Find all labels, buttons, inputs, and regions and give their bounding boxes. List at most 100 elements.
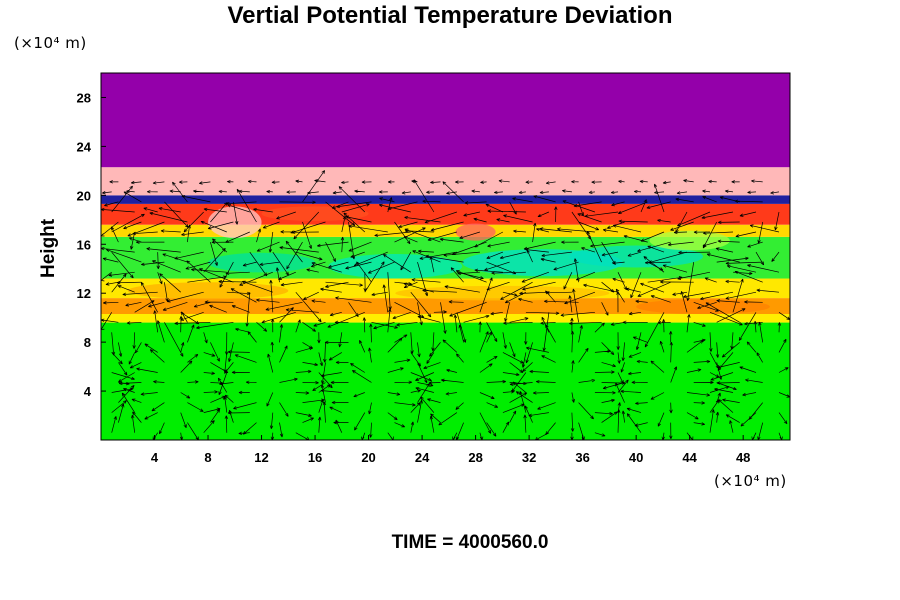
wind-arrow	[180, 360, 193, 373]
wind-arrow	[617, 201, 648, 214]
wind-arrow	[219, 261, 234, 288]
wind-arrow	[726, 264, 757, 273]
wind-arrow	[602, 228, 619, 233]
wind-arrow	[620, 389, 642, 394]
wind-arrow	[295, 412, 312, 417]
wind-arrow	[361, 180, 372, 184]
wind-arrow	[573, 201, 602, 208]
wind-arrow	[317, 332, 321, 344]
wind-arrow	[387, 367, 404, 373]
wind-arrow	[199, 181, 211, 185]
wind-arrow	[617, 372, 624, 384]
wind-arrow	[329, 406, 342, 413]
wind-arrow	[410, 372, 432, 382]
wind-arrow	[778, 412, 788, 425]
wind-arrow	[324, 340, 349, 345]
y-tick-label: 28	[77, 90, 91, 105]
wind-arrow	[686, 412, 699, 420]
wind-arrow	[111, 273, 127, 293]
wind-arrow	[266, 392, 274, 407]
wind-arrow	[426, 352, 435, 364]
wind-arrow	[218, 189, 227, 194]
wind-arrow	[303, 291, 319, 300]
wind-arrow	[686, 262, 695, 301]
wind-arrow	[383, 254, 411, 273]
wind-arrow	[268, 231, 274, 253]
wind-arrow	[295, 291, 322, 323]
wind-arrow	[130, 231, 136, 250]
wind-arrow	[740, 412, 757, 427]
wind-arrow	[657, 412, 665, 427]
wind-arrow	[302, 322, 316, 332]
wind-arrow	[256, 241, 280, 252]
wind-arrow	[716, 308, 746, 323]
wind-arrow	[398, 221, 418, 229]
wind-arrow	[669, 402, 673, 414]
wind-arrow	[417, 362, 428, 384]
wind-arrow	[382, 284, 389, 313]
wind-arrow	[153, 380, 165, 384]
wind-arrow	[328, 352, 342, 361]
wind-arrow	[578, 221, 600, 231]
wind-arrow	[639, 179, 648, 184]
band-6	[101, 203, 790, 225]
wind-arrow	[126, 189, 135, 194]
wind-arrow	[601, 342, 615, 356]
wind-arrow	[725, 261, 763, 266]
wind-arrow	[654, 190, 665, 195]
wind-arrow	[693, 359, 711, 364]
wind-arrow	[430, 413, 441, 423]
wind-arrow	[111, 416, 117, 433]
wind-arrow	[686, 368, 702, 373]
wind-arrow	[429, 415, 435, 433]
wind-arrow	[179, 180, 188, 184]
wind-arrow	[770, 191, 780, 195]
wind-arrow	[500, 281, 533, 300]
wind-arrow	[320, 287, 342, 293]
wind-arrow	[678, 250, 711, 255]
wind-arrow	[456, 312, 467, 343]
wind-arrow	[484, 261, 510, 271]
wind-arrow	[231, 370, 250, 375]
wind-arrow	[637, 241, 671, 253]
wind-arrow	[540, 257, 556, 263]
wind-arrow	[387, 272, 392, 310]
wind-arrow	[228, 342, 234, 363]
wind-arrow	[111, 372, 135, 381]
wind-arrow	[153, 310, 159, 333]
wind-arrow	[620, 362, 625, 373]
wind-arrow	[486, 402, 499, 408]
wind-arrow	[611, 201, 625, 207]
wind-arrow	[751, 179, 763, 183]
wind-arrow	[708, 179, 717, 184]
wind-arrow	[778, 338, 787, 353]
wind-arrow	[739, 366, 757, 373]
wind-arrow	[778, 367, 789, 373]
wind-arrow	[700, 291, 734, 301]
wind-arrow	[729, 420, 734, 433]
wind-arrow	[443, 251, 480, 257]
wind-arrow	[261, 311, 296, 324]
wind-arrow	[747, 190, 757, 194]
wind-arrow	[118, 403, 125, 423]
wind-arrow	[626, 407, 642, 413]
wind-arrow	[210, 242, 218, 266]
wind-arrow	[650, 360, 665, 373]
x-tick-label: 8	[204, 450, 211, 465]
wind-arrow	[721, 342, 740, 358]
x-tick-label: 24	[415, 450, 430, 465]
wind-arrow	[541, 355, 556, 363]
wind-arrow	[634, 422, 648, 427]
wind-arrow	[643, 256, 665, 273]
wind-arrow	[578, 325, 583, 343]
wind-arrow	[302, 170, 326, 203]
wind-arrow	[203, 371, 215, 375]
wind-arrow	[744, 300, 763, 304]
wind-arrow	[353, 251, 388, 267]
wind-arrow	[571, 360, 575, 373]
wind-arrow	[756, 288, 780, 293]
wind-arrow	[601, 281, 615, 293]
wind-arrow	[404, 229, 434, 233]
wind-arrow	[317, 241, 349, 248]
wind-arrow	[230, 288, 257, 303]
